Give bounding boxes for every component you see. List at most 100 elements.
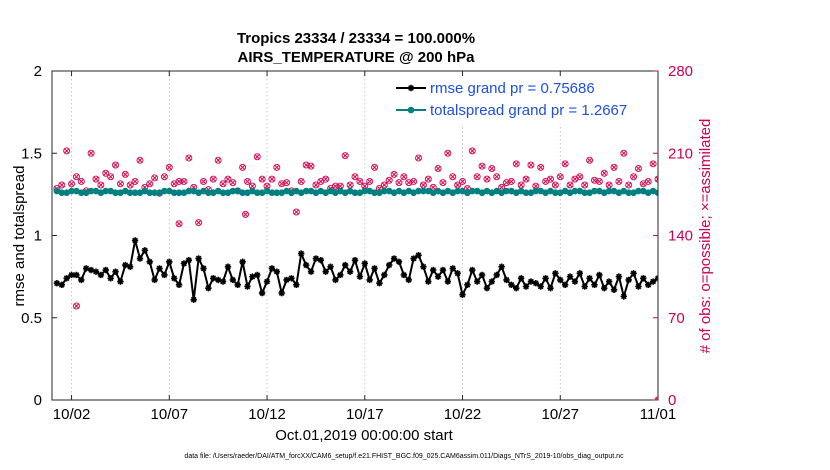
obs-assimilated-cross bbox=[440, 179, 446, 186]
obs-count-point bbox=[595, 177, 603, 185]
obs-assimilated-cross bbox=[606, 182, 612, 188]
rmse-point bbox=[660, 280, 666, 286]
rmse-point bbox=[327, 263, 334, 270]
rmse-point bbox=[307, 268, 315, 275]
legend-rmse-label: rmse grand pr = 0.75686 bbox=[430, 80, 595, 97]
obs-assimilated-cross bbox=[166, 164, 173, 171]
obs-assimilated-cross bbox=[122, 171, 129, 178]
obs-count-point bbox=[243, 177, 251, 185]
rmse-point bbox=[112, 268, 119, 275]
rmse-point bbox=[581, 283, 588, 290]
obs-possible-circle bbox=[243, 177, 251, 185]
obs-count-point bbox=[307, 162, 315, 170]
obs-assimilated-cross bbox=[489, 165, 495, 172]
obs-possible-circle bbox=[410, 177, 418, 185]
obs-count-point bbox=[556, 173, 564, 181]
obs-possible-circle bbox=[239, 163, 247, 171]
rmse-point bbox=[410, 255, 417, 262]
obs-count-point bbox=[610, 163, 618, 171]
rmse-point bbox=[83, 265, 90, 272]
obs-assimilated-cross bbox=[332, 183, 339, 189]
obs-possible-circle bbox=[595, 177, 603, 185]
obs-assimilated-cross bbox=[773, 178, 778, 183]
obs-possible-circle bbox=[97, 181, 105, 189]
obs-assimilated-cross bbox=[381, 182, 388, 188]
obs-assimilated-cross bbox=[195, 219, 202, 226]
rmse-point bbox=[625, 276, 632, 284]
obs-count-point bbox=[670, 167, 676, 173]
rmse-point bbox=[527, 278, 535, 285]
obs-assimilated-cross bbox=[337, 183, 344, 189]
obs-count-point bbox=[180, 177, 188, 185]
obs-count-point bbox=[743, 176, 749, 182]
x-tick-label: 10/12 bbox=[248, 406, 286, 423]
rmse-point bbox=[395, 258, 403, 266]
totalspread-point bbox=[753, 188, 759, 194]
obs-assimilated-cross bbox=[386, 177, 392, 184]
obs-assimilated-cross bbox=[186, 155, 192, 161]
obs-count-point bbox=[395, 179, 403, 187]
y-tick-label: 1 bbox=[34, 228, 42, 245]
legend-totalspread-point bbox=[407, 106, 415, 114]
obs-possible-circle bbox=[390, 170, 398, 178]
obs-possible-circle bbox=[723, 181, 729, 187]
obs-count-point bbox=[268, 175, 276, 183]
obs-assimilated-cross bbox=[469, 148, 476, 154]
obs-assimilated-cross bbox=[366, 178, 373, 185]
obs-assimilated-cross bbox=[822, 179, 827, 184]
rmse-point bbox=[630, 270, 637, 277]
obs-possible-circle bbox=[116, 180, 124, 188]
totalspread-point bbox=[738, 188, 744, 194]
rmse-point bbox=[645, 281, 652, 289]
obs-possible-circle bbox=[195, 219, 203, 227]
obs-assimilated-cross bbox=[748, 185, 753, 190]
obs-assimilated-cross bbox=[415, 155, 422, 161]
totalspread-point bbox=[816, 188, 822, 194]
obs-assimilated-cross bbox=[93, 176, 99, 182]
totalspread-point bbox=[772, 190, 778, 196]
rmse-point bbox=[640, 275, 647, 282]
obs-count-point bbox=[787, 178, 793, 184]
rmse-point bbox=[254, 271, 261, 279]
totalspread-point bbox=[802, 188, 808, 194]
obs-possible-circle bbox=[242, 210, 250, 218]
obs-assimilated-cross bbox=[645, 178, 652, 185]
obs-possible-circle bbox=[292, 208, 300, 216]
obs-assimilated-cross bbox=[655, 176, 658, 182]
rmse-point bbox=[342, 261, 349, 269]
obs-possible-circle bbox=[400, 173, 408, 181]
obs-possible-circle bbox=[728, 178, 734, 184]
obs-assimilated-cross bbox=[788, 179, 793, 184]
rmse-point bbox=[268, 265, 276, 272]
obs-assimilated-cross bbox=[484, 176, 490, 182]
obs-assimilated-cross bbox=[215, 157, 221, 164]
obs-possible-circle bbox=[258, 175, 266, 183]
rmse-point bbox=[557, 276, 564, 284]
rmse-point bbox=[713, 278, 719, 284]
obs-possible-circle bbox=[444, 149, 452, 157]
rmse-point bbox=[601, 284, 608, 292]
obs-count-point bbox=[772, 177, 778, 183]
rmse-point bbox=[787, 262, 793, 268]
rmse-point bbox=[141, 247, 149, 254]
totalspread-point bbox=[812, 187, 818, 193]
obs-possible-circle bbox=[224, 175, 232, 183]
obs-assimilated-cross bbox=[827, 177, 830, 182]
y-right-tick-label: 210 bbox=[668, 145, 693, 162]
obs-count-point bbox=[146, 180, 154, 188]
obs-possible-circle bbox=[507, 177, 515, 185]
obs-assimilated-cross bbox=[650, 161, 656, 167]
y-tick-label: 2 bbox=[34, 63, 42, 80]
rmse-point bbox=[620, 293, 627, 300]
x-tick-label: 10/22 bbox=[444, 406, 482, 423]
obs-count-point bbox=[385, 176, 393, 184]
rmse-point bbox=[679, 280, 685, 286]
obs-possible-circle bbox=[439, 179, 447, 187]
totalspread-point bbox=[763, 188, 769, 194]
obs-assimilated-cross bbox=[729, 179, 734, 184]
rmse-point bbox=[782, 270, 788, 276]
rmse-point bbox=[317, 256, 324, 264]
obs-possible-circle bbox=[175, 220, 183, 228]
